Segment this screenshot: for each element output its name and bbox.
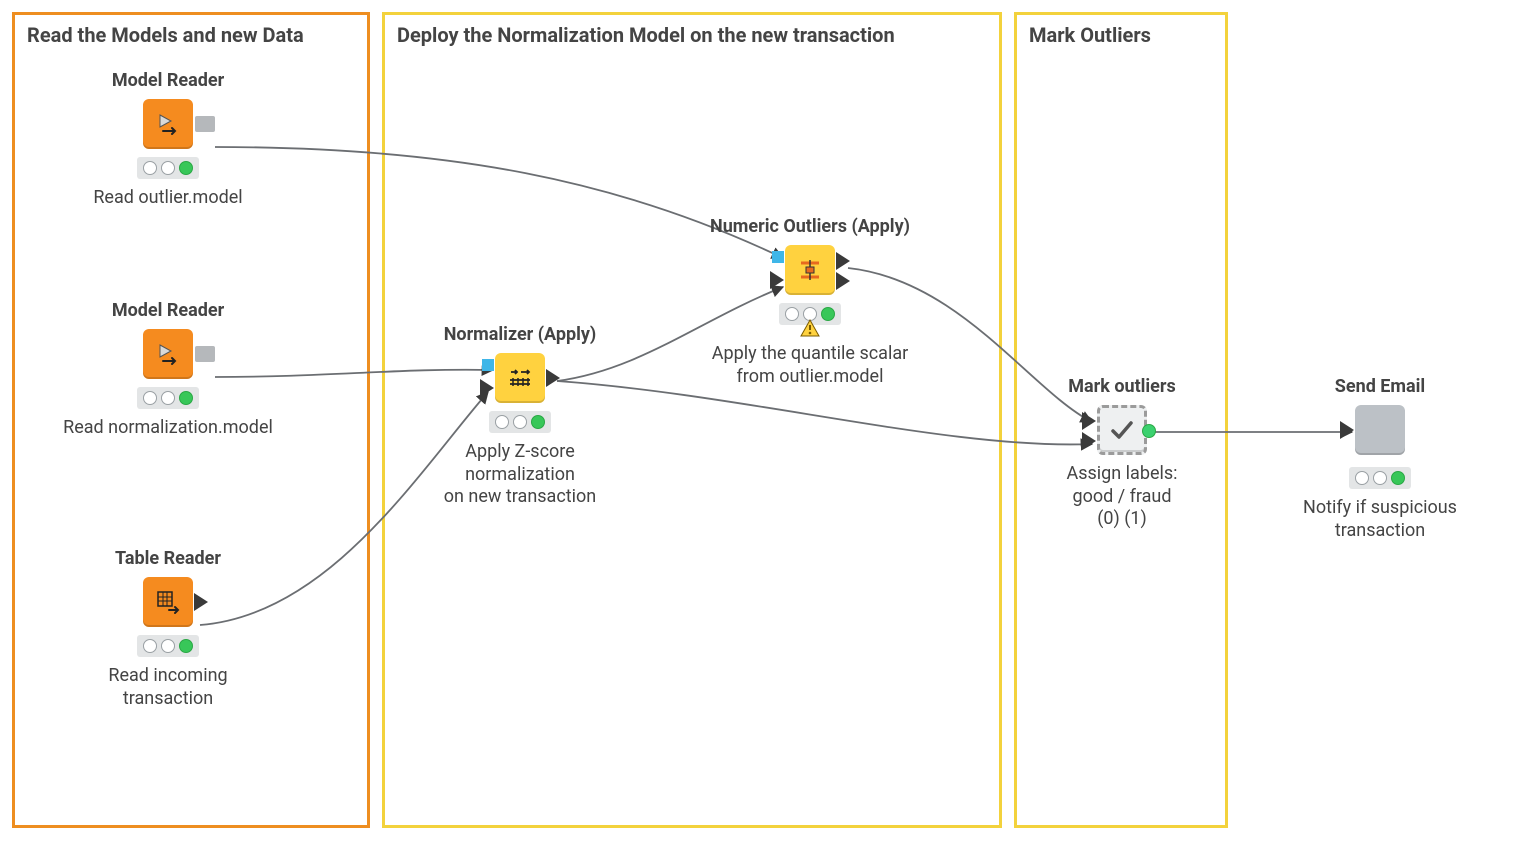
node-label: Table Reader — [58, 548, 278, 569]
node-label: Normalizer (Apply) — [410, 324, 630, 345]
node-mark-outliers[interactable]: Mark outliers Assign labels: good / frau… — [1012, 376, 1232, 531]
output-port — [836, 252, 850, 270]
send-email-icon — [1355, 405, 1405, 455]
input-port-data — [770, 271, 784, 289]
output-port — [195, 116, 215, 132]
node-model-reader-1[interactable]: Model Reader Read outlier.model — [58, 70, 278, 210]
output-port — [195, 346, 215, 362]
node-send-email[interactable]: Send Email Notify if suspicious transact… — [1270, 376, 1490, 542]
warning-icon — [800, 319, 820, 337]
node-model-reader-2[interactable]: Model Reader Read normalization.model — [58, 300, 278, 440]
node-normalizer-apply[interactable]: Normalizer (Apply) Apply Z-score normali… — [410, 324, 630, 509]
traffic-light — [489, 411, 551, 433]
annotation-title: Mark Outliers — [1029, 23, 1151, 47]
input-port-data — [480, 379, 494, 397]
node-numeric-outliers-apply[interactable]: Numeric Outliers (Apply) Apply the quant… — [700, 216, 920, 388]
traffic-light — [137, 157, 199, 179]
traffic-light — [779, 303, 841, 325]
node-label: Numeric Outliers (Apply) — [700, 216, 920, 237]
node-description: Assign labels: good / fraud (0) (1) — [1012, 463, 1232, 531]
output-port — [546, 369, 560, 387]
metanode-icon — [1097, 405, 1147, 455]
annotation-title: Deploy the Normalization Model on the ne… — [397, 23, 895, 47]
output-port — [194, 593, 208, 611]
node-description: Notify if suspicious transaction — [1270, 497, 1490, 542]
node-label: Send Email — [1270, 376, 1490, 397]
table-reader-icon — [143, 577, 193, 627]
node-label: Model Reader — [58, 70, 278, 91]
node-table-reader[interactable]: Table Reader Read incoming transaction — [58, 548, 278, 710]
model-reader-icon — [143, 99, 193, 149]
node-description: Read normalization.model — [58, 417, 278, 440]
node-description: Apply Z-score normalization on new trans… — [410, 441, 630, 509]
model-reader-icon — [143, 329, 193, 379]
input-port — [1082, 432, 1096, 450]
input-port — [1340, 421, 1354, 439]
traffic-light — [1349, 467, 1411, 489]
node-label: Mark outliers — [1012, 376, 1232, 397]
traffic-light — [137, 387, 199, 409]
numeric-outliers-icon — [785, 245, 835, 295]
annotation-title: Read the Models and new Data — [27, 23, 304, 47]
normalizer-icon — [495, 353, 545, 403]
node-label: Model Reader — [58, 300, 278, 321]
node-description: Apply the quantile scalar from outlier.m… — [700, 343, 920, 388]
output-port-flow — [1142, 424, 1156, 438]
input-port — [1082, 412, 1096, 430]
traffic-light — [137, 635, 199, 657]
output-port — [836, 272, 850, 290]
node-description: Read incoming transaction — [58, 665, 278, 710]
input-port-model — [772, 251, 784, 263]
node-description: Read outlier.model — [58, 187, 278, 210]
input-port-model — [482, 359, 494, 371]
